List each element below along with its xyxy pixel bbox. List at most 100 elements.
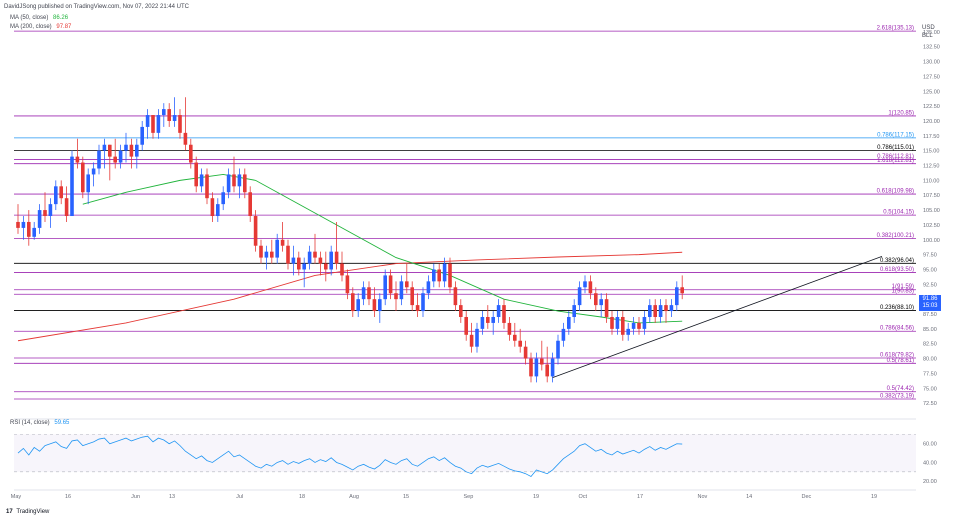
candle-body (135, 144, 139, 157)
fib-level-label: 0.382(73.19) (880, 394, 914, 400)
candle-body (48, 204, 53, 217)
candle-body (194, 162, 198, 187)
candle-body (615, 316, 620, 329)
price-tick-label: 135.00 (923, 30, 940, 36)
candle-body (556, 340, 560, 359)
candle (432, 263, 436, 288)
support-trendline (552, 256, 883, 378)
candle (280, 221, 285, 252)
candle (621, 311, 625, 341)
candle-body (523, 346, 528, 359)
candle (680, 275, 684, 300)
candle (653, 299, 657, 323)
candle (378, 293, 382, 323)
candle (37, 204, 42, 234)
candle (232, 156, 236, 193)
rsi-legend: RSI (14, close) 59.65 (10, 420, 69, 426)
candle-body (75, 156, 80, 163)
candle (615, 311, 620, 335)
candle (324, 251, 328, 282)
candle-body (59, 186, 63, 199)
candle-body (199, 174, 204, 187)
candle (648, 299, 652, 323)
candle (496, 299, 501, 323)
time-tick-label: 16 (65, 494, 71, 500)
candle (507, 316, 512, 341)
candle (178, 109, 182, 139)
time-tick-label: Jul (236, 494, 243, 500)
rsi-tick-label: 20.00 (923, 479, 937, 485)
time-tick-label: Jun (131, 494, 140, 500)
candle-body (302, 263, 306, 270)
candle (297, 251, 301, 276)
candle-body (324, 263, 328, 270)
candle-body (626, 328, 630, 335)
candle-body (642, 316, 647, 329)
rsi-pane: 60.00 40.00 20.00 (14, 434, 937, 485)
candle (205, 168, 209, 205)
candle-body (388, 275, 393, 294)
price-tick-label: 130.00 (923, 60, 940, 66)
candle (167, 103, 171, 127)
candle (113, 138, 117, 169)
candle-body (124, 144, 128, 151)
candle-body (448, 263, 452, 288)
candle-body (453, 287, 458, 306)
time-tick-label: Dec (802, 494, 812, 500)
candle (183, 97, 188, 151)
candle-body (653, 305, 657, 317)
candle-body (248, 192, 252, 217)
fib-level-label: 0.786(112.81) (877, 154, 914, 160)
candle (561, 322, 566, 347)
price-tick-label: 72.50 (923, 401, 937, 407)
candle (426, 275, 431, 300)
candle (16, 204, 20, 234)
fib-level-label: 0.5(104.15) (883, 210, 914, 216)
candle (91, 162, 96, 187)
candle-body (340, 263, 344, 276)
candle-body (97, 150, 101, 169)
candle (675, 281, 679, 312)
candle (156, 109, 161, 139)
candle (367, 281, 371, 306)
candle-body (480, 316, 485, 329)
tradingview-logo[interactable]: 17 TradingView (6, 509, 49, 515)
time-tick-label: 17 (637, 494, 643, 500)
candle-body (545, 364, 549, 377)
candle (361, 281, 366, 306)
candle (307, 245, 312, 270)
candle-body (172, 115, 177, 121)
candle (410, 281, 414, 312)
candle (102, 138, 107, 169)
candle-body (313, 251, 317, 258)
candle (86, 168, 90, 205)
candle-body (610, 316, 614, 329)
candle-body (583, 281, 587, 288)
time-tick-label: 15 (403, 494, 409, 500)
candle-body (91, 168, 96, 175)
price-tick-label: 115.00 (923, 149, 939, 155)
price-tick-label: 97.50 (923, 253, 937, 259)
candle (172, 97, 177, 127)
legend-ma200-value: 97.87 (56, 24, 72, 30)
fib-level-label: 1(91.59) (892, 284, 914, 290)
legend-ma50-label: MA (50, close) (10, 15, 49, 21)
candle-body (421, 293, 425, 312)
candle-body (129, 144, 134, 157)
candle (264, 245, 269, 270)
candle (199, 168, 204, 193)
rsi-line (17, 435, 683, 478)
candle-body (464, 316, 468, 335)
candle (669, 299, 674, 317)
candle-body (550, 358, 555, 377)
candle-body (27, 221, 31, 237)
candle-body (270, 251, 274, 258)
ma200-line (17, 251, 683, 342)
candle-body (54, 186, 58, 205)
price-tick-label: 122.50 (923, 104, 940, 110)
candle (610, 311, 614, 335)
candle (405, 263, 409, 294)
price-tick-label: 75.00 (923, 386, 937, 392)
candle (599, 293, 603, 317)
